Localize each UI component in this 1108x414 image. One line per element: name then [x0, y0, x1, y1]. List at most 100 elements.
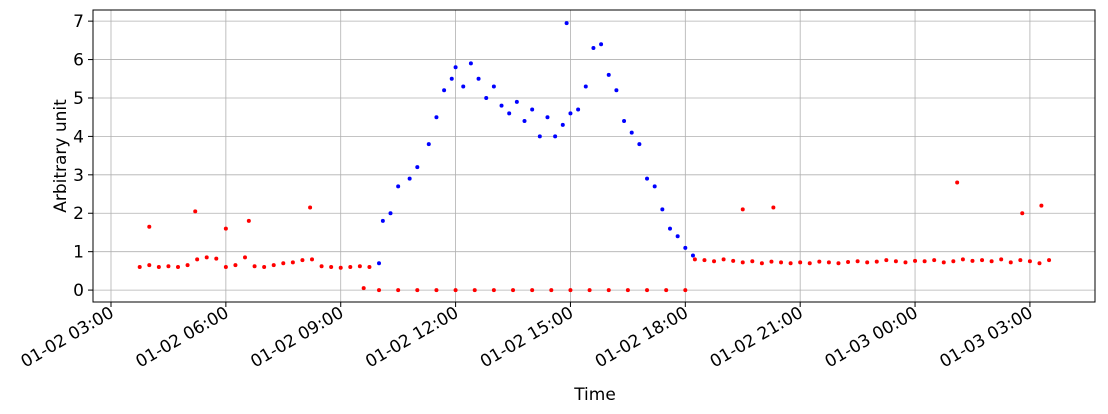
data-point	[507, 111, 512, 116]
data-point	[1018, 258, 1023, 263]
data-point	[193, 209, 198, 214]
data-point	[290, 260, 295, 265]
data-point	[499, 103, 504, 108]
x-tick-label: 01-02 09:00	[247, 303, 347, 372]
data-point	[955, 180, 960, 185]
x-axis-label: Time	[573, 385, 616, 405]
data-point	[769, 259, 774, 264]
data-point	[530, 288, 535, 293]
data-point	[310, 257, 315, 262]
data-point	[415, 165, 420, 170]
data-point	[846, 260, 851, 265]
data-point	[396, 288, 401, 293]
data-point	[668, 226, 673, 231]
data-point	[319, 264, 324, 269]
data-point	[606, 72, 611, 77]
data-point	[913, 258, 918, 263]
data-point	[836, 261, 841, 266]
data-point	[461, 84, 466, 89]
data-point	[388, 211, 393, 216]
data-point	[329, 265, 334, 270]
data-point	[537, 134, 542, 139]
data-point	[712, 259, 717, 264]
data-point	[999, 257, 1004, 262]
data-point	[377, 288, 382, 293]
data-point	[599, 42, 604, 47]
data-point	[281, 261, 286, 266]
data-point	[300, 258, 305, 263]
data-point	[476, 76, 481, 81]
x-tick-label: 01-02 03:00	[18, 303, 118, 372]
data-point	[817, 259, 822, 264]
data-point	[453, 65, 458, 70]
x-tick-label: 01-03 00:00	[822, 303, 922, 372]
data-point	[606, 288, 611, 293]
data-point	[233, 263, 238, 268]
data-point	[147, 224, 152, 229]
x-tick-label: 01-02 15:00	[477, 303, 577, 372]
y-tick-label: 3	[73, 166, 84, 186]
data-point	[951, 259, 956, 264]
data-point	[491, 84, 496, 89]
data-point	[1020, 211, 1025, 216]
data-point	[591, 46, 596, 51]
data-point	[195, 257, 200, 262]
data-point	[576, 107, 581, 112]
data-point	[491, 288, 496, 293]
data-point	[1047, 258, 1052, 263]
data-point	[941, 260, 946, 265]
data-point	[348, 265, 353, 270]
data-point	[807, 261, 812, 266]
data-point	[442, 88, 447, 93]
y-tick-label: 4	[73, 127, 84, 147]
data-point	[740, 260, 745, 265]
data-point	[750, 259, 755, 264]
y-tick-label: 7	[73, 12, 84, 32]
data-point	[788, 261, 793, 266]
data-point	[553, 134, 558, 139]
data-point	[514, 99, 519, 104]
data-point	[564, 21, 569, 26]
data-point	[271, 263, 276, 268]
data-point	[660, 207, 665, 212]
data-point	[472, 288, 477, 293]
data-point	[175, 265, 180, 270]
data-point	[137, 265, 142, 270]
data-point	[522, 119, 527, 124]
x-tick-label: 01-02 21:00	[707, 303, 807, 372]
data-point	[903, 260, 908, 265]
data-point	[1039, 203, 1044, 208]
x-tick-label: 01-03 03:00	[937, 303, 1037, 372]
data-point	[568, 111, 573, 116]
data-point	[798, 260, 803, 265]
data-point	[690, 253, 695, 258]
data-point	[468, 61, 473, 66]
data-point	[252, 264, 257, 269]
data-point	[568, 288, 573, 293]
data-point	[367, 265, 372, 270]
data-point	[511, 288, 516, 293]
data-point	[721, 257, 726, 262]
data-point	[1008, 260, 1013, 265]
data-point	[779, 260, 784, 265]
data-point	[223, 265, 228, 270]
data-point	[583, 84, 588, 89]
data-point	[377, 261, 382, 266]
data-point	[262, 265, 267, 270]
data-point	[960, 257, 965, 262]
data-point	[415, 288, 420, 293]
data-point	[434, 115, 439, 120]
data-point	[545, 115, 550, 120]
data-point	[166, 264, 171, 269]
data-point	[731, 258, 736, 263]
data-point	[893, 259, 898, 264]
data-point	[884, 258, 889, 263]
y-tick-label: 1	[73, 243, 84, 263]
x-tick-label: 01-02 12:00	[362, 303, 462, 372]
data-point	[614, 88, 619, 93]
y-tick-label: 2	[73, 204, 84, 224]
data-point	[243, 255, 248, 260]
data-point	[185, 263, 190, 268]
data-point	[587, 288, 592, 293]
